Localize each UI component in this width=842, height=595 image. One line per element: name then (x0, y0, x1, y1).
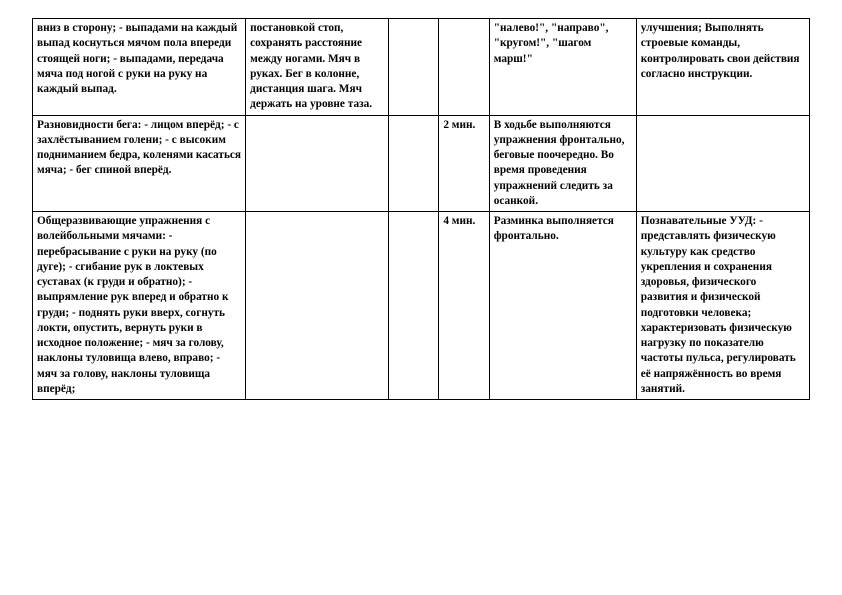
cell-dose-a (388, 115, 438, 212)
cell-content: Разновидности бега: - лицом вперёд; - с … (33, 115, 246, 212)
cell-content: Общеразвивающие упражнения с волейбольны… (33, 212, 246, 400)
table-row: Разновидности бега: - лицом вперёд; - с … (33, 115, 810, 212)
cell-org: В ходьбе выполняются упражнения фронталь… (489, 115, 636, 212)
cell-org: "налево!", "направо", "кругом!", "шагом … (489, 19, 636, 116)
cell-uud: улучшения; Выполнять строевые команды, к… (636, 19, 809, 116)
cell-dose-a (388, 212, 438, 400)
table-row: вниз в сторону; - выпадами на каждый вып… (33, 19, 810, 116)
lesson-plan-table: вниз в сторону; - выпадами на каждый вып… (32, 18, 810, 400)
cell-dose-a (388, 19, 438, 116)
cell-uud (636, 115, 809, 212)
table-row: Общеразвивающие упражнения с волейбольны… (33, 212, 810, 400)
document-page: вниз в сторону; - выпадами на каждый вып… (0, 0, 842, 418)
cell-dose-b: 2 мин. (439, 115, 489, 212)
cell-org: Разминка выполняется фронтально. (489, 212, 636, 400)
cell-content: вниз в сторону; - выпадами на каждый вып… (33, 19, 246, 116)
cell-method (246, 115, 389, 212)
cell-dose-b: 4 мин. (439, 212, 489, 400)
cell-uud: Познавательные УУД: - представлять физич… (636, 212, 809, 400)
cell-dose-b (439, 19, 489, 116)
cell-method (246, 212, 389, 400)
cell-method: постановкой стоп, сохранять расстояние м… (246, 19, 389, 116)
